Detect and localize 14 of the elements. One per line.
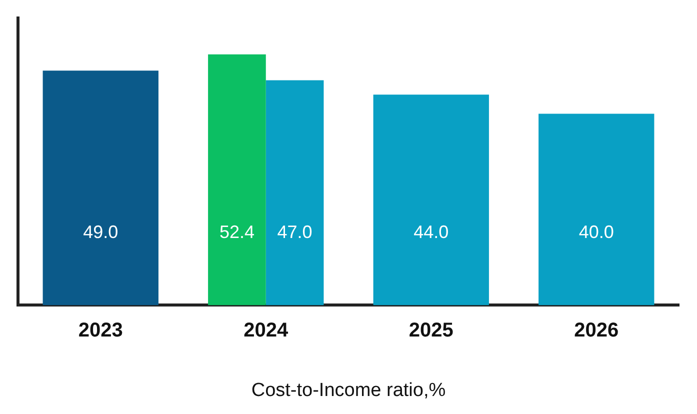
x-tick-label: 2023 bbox=[78, 320, 123, 342]
bar bbox=[538, 114, 654, 306]
data-label: 40.0 bbox=[578, 222, 614, 242]
data-label: 47.0 bbox=[277, 222, 312, 242]
x-tick-label: 2025 bbox=[408, 320, 454, 342]
bar bbox=[208, 54, 266, 306]
bar bbox=[373, 94, 489, 306]
data-label: 52.4 bbox=[219, 222, 254, 242]
bar bbox=[42, 70, 158, 306]
data-label: 44.0 bbox=[414, 222, 449, 242]
x-tick-label: 2024 bbox=[244, 320, 289, 342]
x-axis-title: Cost-to-Income ratio,% bbox=[251, 380, 446, 401]
data-label: 49.0 bbox=[83, 222, 118, 242]
x-tick-label: 2026 bbox=[574, 320, 619, 342]
